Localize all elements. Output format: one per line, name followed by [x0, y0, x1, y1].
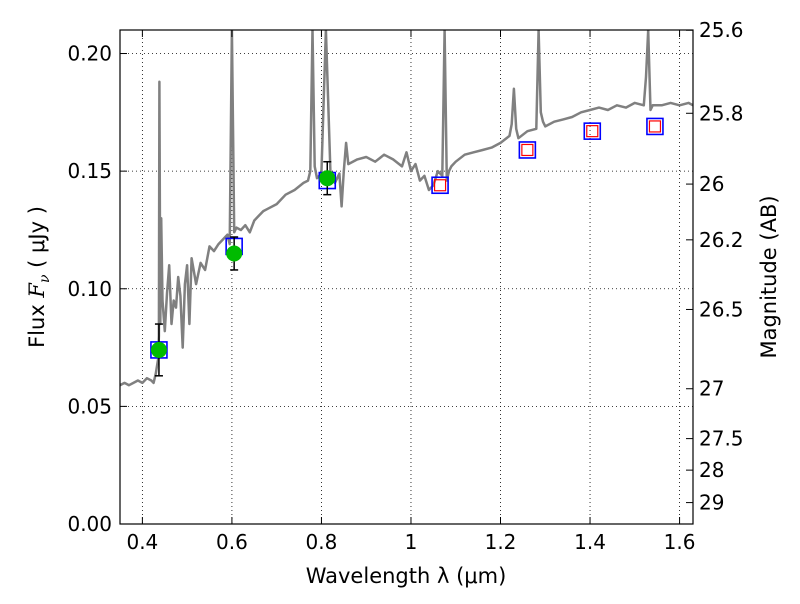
upper-limit-point — [648, 120, 662, 133]
observed-photometry-point — [319, 170, 336, 187]
x-tick-label: 1.4 — [574, 530, 606, 554]
upper-limit-point — [521, 143, 534, 157]
y2-tick-label: 28 — [699, 458, 724, 482]
y-axis-label: Flux Fν ( μJy ) — [25, 206, 53, 348]
y2-tick-label: 25.6 — [699, 18, 744, 42]
y2-tick-label: 27 — [699, 377, 724, 401]
y2-tick-label: 26 — [699, 172, 724, 196]
y2-tick-label: 29 — [699, 491, 724, 515]
x-tick-label: 0.6 — [216, 530, 248, 554]
x-tick-label: 1.6 — [664, 530, 696, 554]
plot-frame — [119, 29, 694, 525]
y-tick-label: 0.20 — [67, 42, 112, 66]
model-photometry-point — [518, 141, 537, 159]
x-tick-label: 1.2 — [485, 530, 517, 554]
x-tick-label: 1 — [405, 530, 418, 554]
y2-tick-label: 26.5 — [699, 297, 744, 321]
model-photometry-point — [646, 117, 664, 136]
model-photometry-point — [583, 122, 602, 140]
y-tick-label: 0.00 — [67, 512, 112, 536]
x-tick-label: 0.4 — [126, 530, 158, 554]
y2-tick-label: 27.5 — [699, 427, 744, 451]
data-layer — [120, 30, 693, 387]
y-axis-label-prefix: Flux — [25, 298, 49, 348]
y-tick-label: 0.10 — [67, 277, 112, 301]
spectrum-line — [120, 30, 693, 387]
y2-tick-label: 25.8 — [699, 101, 744, 125]
y2-axis-label: Magnitude (AB) — [757, 195, 781, 358]
y-axis-label-suffix: ( μJy ) — [25, 206, 49, 274]
y-tick-label: 0.15 — [67, 159, 112, 183]
upper-limit-point — [433, 179, 447, 192]
model-photometry-point — [431, 176, 449, 195]
observed-photometry-point — [150, 341, 167, 358]
y-axis-label-subscript: ν — [37, 274, 53, 283]
y-tick-label: 0.05 — [67, 394, 112, 418]
axes-ticks: 0.4 0.6 0.8 1 1.2 1.4 1.6 0.00 0.05 0.10 0.15 0.20 2… — [67, 18, 743, 554]
observed-photometry-point — [226, 245, 243, 262]
x-axis-label: Wavelength λ (μm) — [306, 564, 507, 588]
y2-tick-label: 26.2 — [699, 228, 744, 252]
plot-background — [120, 30, 693, 524]
upper-limit-point — [586, 125, 599, 138]
y-axis-label-symbol: F — [25, 282, 49, 299]
x-tick-label: 0.8 — [306, 530, 338, 554]
